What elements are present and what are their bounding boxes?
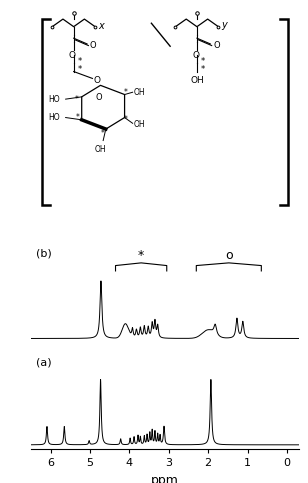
Text: *: * — [124, 115, 128, 124]
Text: HO: HO — [49, 95, 60, 104]
Text: o: o — [225, 249, 233, 262]
Text: *: * — [78, 57, 82, 66]
Text: OH: OH — [134, 88, 146, 97]
Text: OH: OH — [134, 120, 146, 129]
Text: O: O — [69, 51, 76, 60]
Text: OH: OH — [95, 145, 106, 154]
Text: *: * — [124, 88, 128, 97]
Text: (b): (b) — [36, 248, 52, 258]
Text: *: * — [75, 95, 78, 104]
Text: O: O — [94, 76, 101, 85]
Text: OH: OH — [190, 76, 204, 85]
Text: *: * — [201, 65, 205, 74]
X-axis label: ppm: ppm — [151, 474, 179, 483]
Text: *: * — [78, 65, 82, 74]
Text: O: O — [213, 41, 220, 50]
Text: *: * — [138, 249, 144, 262]
Text: O: O — [96, 94, 103, 102]
Text: O: O — [192, 51, 199, 60]
Text: *: * — [101, 129, 105, 138]
Text: HO: HO — [49, 113, 60, 122]
Text: $y$: $y$ — [221, 19, 229, 31]
Text: *: * — [76, 113, 80, 122]
Text: O: O — [90, 41, 96, 50]
Text: $x$: $x$ — [98, 21, 106, 30]
Text: (a): (a) — [36, 357, 52, 367]
Text: *: * — [201, 57, 205, 66]
